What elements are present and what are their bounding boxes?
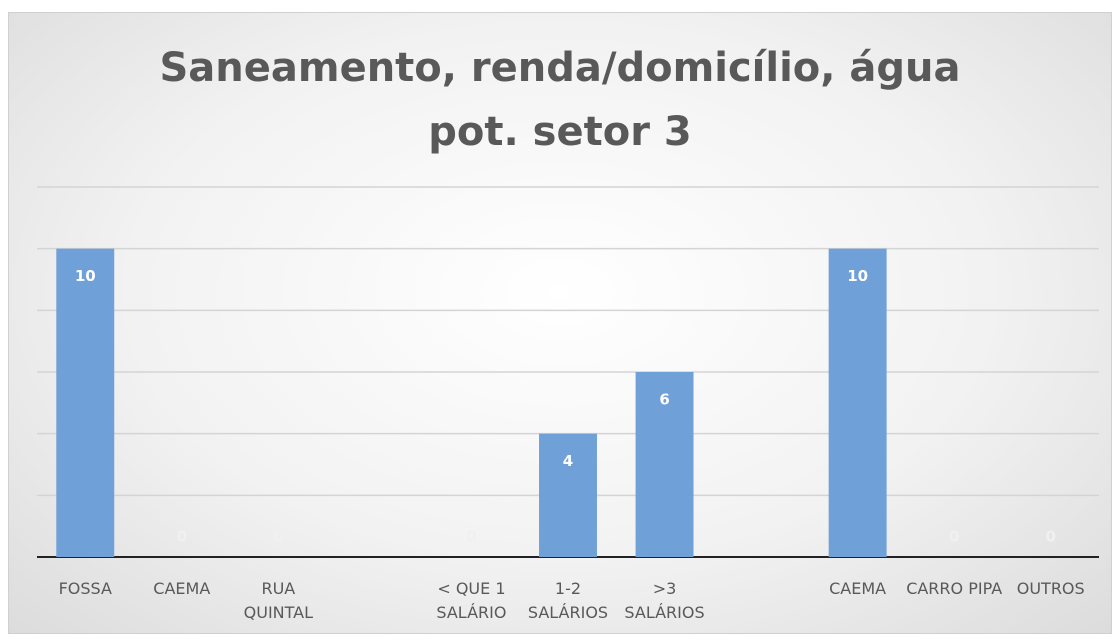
- x-tick-label: FOSSA: [58, 579, 112, 598]
- bar: [539, 433, 597, 557]
- data-label: 0: [177, 528, 187, 546]
- x-tick-label: RUA QUINTAL: [243, 579, 314, 622]
- bar: [56, 248, 115, 557]
- bar: [828, 248, 887, 557]
- x-tick-label: CAEMA: [153, 579, 211, 598]
- x-tick-label: OUTROS: [1016, 579, 1085, 598]
- x-tick-label: CAEMA: [829, 579, 887, 598]
- data-label: 6: [659, 391, 669, 409]
- data-label: 10: [847, 267, 868, 285]
- data-label: 10: [75, 267, 96, 285]
- x-tick-label: 1-2 SALÁRIOS: [527, 579, 609, 622]
- data-label: 0: [273, 528, 283, 546]
- x-tick-label: < QUE 1 SALÁRIO: [436, 579, 507, 622]
- data-label: 0: [949, 528, 959, 546]
- x-tick-label: CARRO PIPA: [906, 579, 1003, 598]
- data-label: 4: [563, 452, 573, 470]
- bar: [635, 372, 694, 557]
- data-label: 0: [1046, 528, 1056, 546]
- x-tick-label: >3 SALÁRIOS: [624, 579, 705, 622]
- data-label: 0: [466, 528, 476, 546]
- chart-title: Saneamento, renda/domicílio, água pot. s…: [159, 45, 961, 155]
